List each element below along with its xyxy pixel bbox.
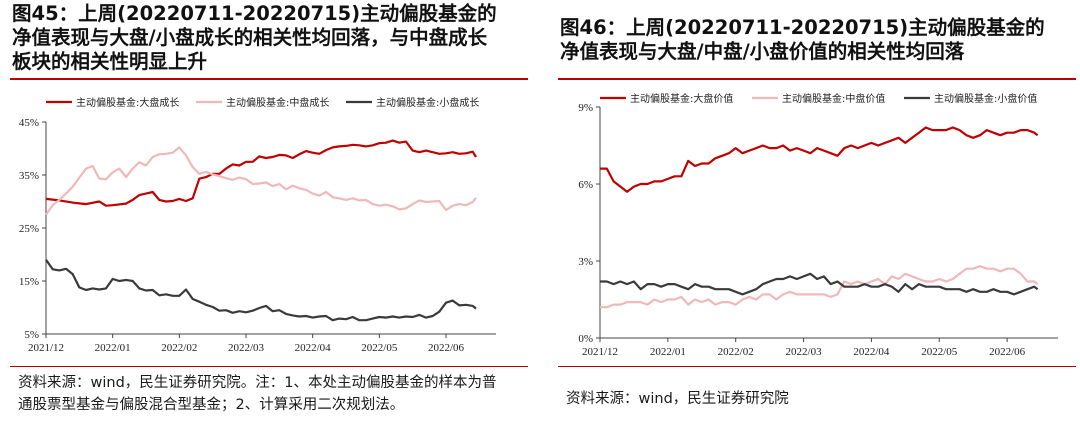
- figure-45-series-line-1: [45, 139, 477, 207]
- figure-46-panel: 图46：上周(20220711-20220715)主动偏股基金的 净值表现与大盘…: [548, 0, 1080, 424]
- figure-45-legend-label-3: 主动偏股基金:小盘成长: [376, 96, 479, 109]
- figure-45-series-line-3: [45, 259, 477, 322]
- figure-46-x-tick-label: 2022/01: [650, 346, 686, 358]
- figure-45-series-line-2: [45, 146, 477, 216]
- figure-45-source-line-1: 资料来源：wind，民生证券研究院。注：1、本处主动偏股基金的样本为普: [18, 375, 497, 391]
- figure-46-series-line-2: [600, 265, 1039, 309]
- figure-46-x-tick-label: 2022/03: [786, 346, 823, 358]
- figure-45-x-tick-label: 2022/01: [95, 342, 131, 354]
- figure-46-bottom-rule: [558, 366, 1076, 367]
- figure-46-x-tick-label: 2022/06: [989, 346, 1026, 358]
- figure-45-title-line-1: 图45：上周(20220711-20220715)主动偏股基金的: [12, 2, 497, 25]
- figure-45-y-tick-label: 5%: [24, 329, 39, 341]
- figure-45-title: 图45：上周(20220711-20220715)主动偏股基金的 净值表现与大盘…: [12, 2, 522, 74]
- figure-45-x-tick-label: 2022/04: [295, 342, 332, 354]
- figure-46-x-tick-label: 2022/02: [718, 346, 754, 358]
- figure-45-title-line-2: 净值表现与大盘/小盘成长的相关性均回落，与中盘成长: [12, 26, 488, 49]
- figure-46-chart: 9% 6% 3% 0%2021/12 2022/01 2022/02 2022/03 2022…: [578, 92, 1058, 358]
- figure-46-source: 资料来源：wind，民生证券研究院: [566, 388, 789, 410]
- figure-46-y-tick-label: 6%: [578, 179, 593, 191]
- figure-45-bottom-rule: [10, 366, 528, 367]
- figure-45-legend-label-2: 主动偏股基金:中盘成长: [226, 96, 329, 109]
- figure-46-top-rule: [558, 78, 1076, 80]
- figure-45-x-tick-label: 2022/06: [428, 342, 465, 354]
- figure-45-y-tick-label: 25%: [19, 223, 39, 235]
- figure-46-y-tick-label: 9%: [578, 102, 593, 114]
- figure-45-y-tick-label: 35%: [19, 170, 39, 182]
- figure-46-legend-label-2: 主动偏股基金:中盘价值: [782, 92, 885, 105]
- figure-46-series-line-3: [600, 272, 1039, 296]
- figure-46-source-line-1: 资料来源：wind，民生证券研究院: [566, 391, 789, 407]
- figure-46-x-tick-label: 2022/05: [921, 346, 958, 358]
- figure-46-title-line-2: 净值表现与大盘/中盘/小盘价值的相关性均回落: [560, 40, 965, 63]
- figure-46-x-tick-label: 2021/12: [582, 346, 618, 358]
- figure-46-title-line-1: 图46：上周(20220711-20220715)主动偏股基金的: [560, 16, 1045, 39]
- figure-45-x-tick-label: 2022/03: [228, 342, 265, 354]
- figure-45-y-tick-label: 15%: [19, 276, 39, 288]
- figure-45-source-line-2: 通股票型基金与偏股混合型基金；2、计算采用二次规划法。: [18, 397, 405, 413]
- figure-45-source: 资料来源：wind，民生证券研究院。注：1、本处主动偏股基金的样本为普 通股票型…: [18, 372, 497, 416]
- figure-46-legend-label-1: 主动偏股基金:大盘价值: [630, 92, 733, 105]
- figure-45-panel: 图45：上周(20220711-20220715)主动偏股基金的 净值表现与大盘…: [0, 0, 532, 424]
- figure-46-title: 图46：上周(20220711-20220715)主动偏股基金的 净值表现与大盘…: [560, 16, 1070, 64]
- figure-46-y-tick-label: 3%: [578, 256, 593, 268]
- figure-45-chart: 45% 35% 25% 15% 5%2021/12 2022/01 2022/02 2022/…: [19, 96, 496, 354]
- figure-45-title-line-3: 板块的相关性明显上升: [12, 50, 208, 73]
- figure-45-top-rule: [10, 78, 528, 80]
- figure-45-y-tick-label: 45%: [19, 117, 39, 129]
- figure-45-legend-label-1: 主动偏股基金:大盘成长: [76, 96, 179, 109]
- figure-46-series-line-1: [600, 126, 1039, 193]
- figure-45-x-tick-label: 2022/05: [361, 342, 398, 354]
- figure-46-x-tick-label: 2022/04: [853, 346, 890, 358]
- figure-46-y-tick-label: 0%: [578, 333, 593, 345]
- figure-46-legend-label-3: 主动偏股基金:小盘价值: [934, 92, 1037, 105]
- figure-45-x-tick-label: 2022/02: [161, 342, 197, 354]
- figure-45-x-tick-label: 2021/12: [28, 342, 64, 354]
